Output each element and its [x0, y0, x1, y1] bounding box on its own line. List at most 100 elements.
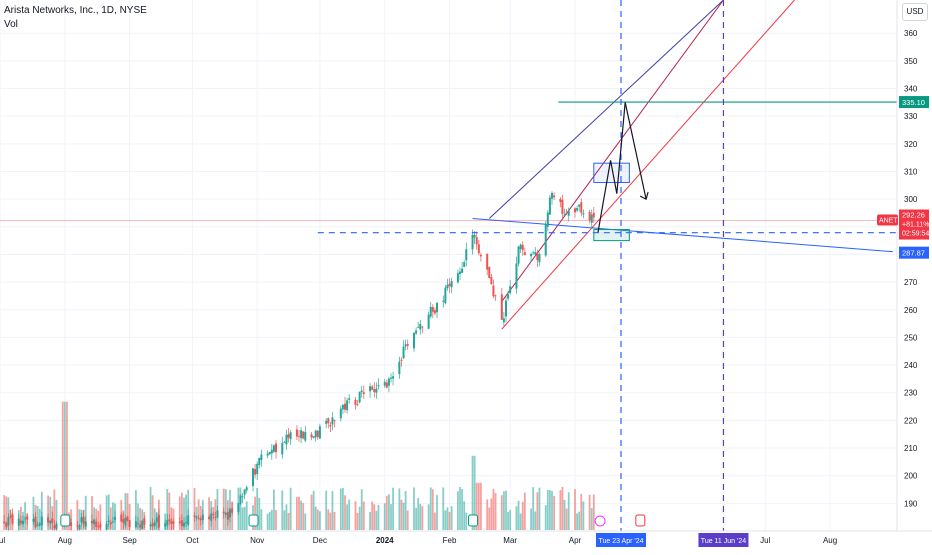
candle	[421, 326, 424, 328]
volume-bar	[369, 512, 371, 530]
volume-bar	[500, 495, 503, 530]
trend-line[interactable]	[472, 217, 893, 253]
volume-bar	[270, 509, 273, 530]
dividend-marker[interactable]	[594, 515, 606, 527]
volume-bar	[289, 487, 292, 530]
candle	[446, 284, 449, 289]
resistance-price-label: 335.10	[902, 98, 925, 107]
volume-bar	[339, 488, 342, 530]
candle	[360, 390, 363, 392]
upcoming-earnings-marker[interactable]	[635, 514, 646, 527]
candle	[22, 520, 24, 525]
volume-bar	[406, 510, 409, 530]
candle	[155, 517, 158, 523]
candle	[582, 213, 585, 215]
candle	[270, 449, 273, 454]
candle	[222, 511, 225, 514]
candle	[325, 420, 328, 424]
candle	[477, 244, 480, 254]
candle	[9, 515, 12, 518]
projection-path[interactable]	[597, 102, 647, 233]
volume-bar	[375, 510, 378, 530]
candle	[84, 521, 87, 527]
volume-bar	[563, 499, 566, 530]
currency-selector[interactable]: USD	[902, 3, 928, 21]
candle	[517, 246, 520, 264]
support-price-label: 287.87	[902, 249, 925, 258]
candle	[534, 252, 537, 255]
volume-bar	[109, 507, 112, 530]
candle	[195, 516, 198, 518]
volume-bar	[492, 489, 495, 530]
candle	[226, 511, 229, 520]
volume-bar	[93, 507, 95, 530]
volume-bar	[523, 492, 526, 530]
candle	[5, 522, 8, 528]
volume-bar	[404, 491, 407, 530]
candle	[201, 514, 204, 520]
candle	[298, 435, 300, 437]
volume-bar	[208, 497, 210, 530]
candle	[254, 469, 257, 475]
volume-bar	[398, 488, 401, 530]
candle	[258, 457, 261, 465]
y-tick-label: 250	[904, 333, 918, 342]
candle	[398, 361, 401, 375]
volume-bar	[588, 494, 591, 530]
candle	[24, 518, 27, 520]
earnings-marker[interactable]	[248, 514, 259, 527]
candle	[465, 249, 468, 261]
x-tick-label: Dec	[313, 536, 327, 545]
volume-bar	[490, 498, 493, 530]
volume-bar	[448, 511, 451, 530]
earnings-marker[interactable]	[60, 514, 71, 527]
trend-line[interactable]	[501, 0, 724, 302]
volume-bar	[390, 504, 392, 530]
candle	[486, 253, 489, 270]
candle	[78, 525, 81, 530]
candle	[592, 212, 595, 218]
arrow-head	[639, 191, 649, 200]
volume-bar	[538, 487, 541, 530]
x-tick-label: Aug	[58, 536, 72, 545]
candle	[431, 307, 434, 312]
last-price-badge	[899, 209, 929, 240]
symbol-title: Arista Networks, Inc., 1D, NYSE	[4, 5, 147, 16]
volume-bar	[465, 512, 468, 530]
candle	[49, 520, 52, 524]
candle	[546, 212, 549, 227]
volume-bar	[314, 506, 317, 530]
candle	[490, 277, 493, 285]
volume-bar	[580, 493, 583, 530]
candle	[208, 516, 211, 520]
candle	[237, 503, 240, 513]
trend-line[interactable]	[488, 0, 724, 219]
volume-bar	[517, 500, 520, 530]
candle	[137, 523, 139, 524]
support-box[interactable]	[593, 229, 630, 242]
y-tick-label: 220	[904, 416, 918, 425]
bar-countdown: 02:59:54	[902, 231, 929, 238]
volume-bar	[135, 490, 137, 530]
candle	[532, 252, 535, 254]
candle	[590, 214, 593, 223]
candle	[375, 388, 378, 393]
trend-line[interactable]	[501, 0, 795, 330]
volume-bar	[78, 509, 81, 530]
volume-bar	[273, 489, 275, 530]
volume-bar	[300, 500, 302, 530]
volume-bar	[193, 488, 196, 530]
candle	[463, 262, 466, 267]
candle	[122, 519, 125, 524]
volume-bar	[61, 401, 64, 530]
x-tick-label: 2024	[376, 536, 394, 545]
volume-bar	[97, 510, 100, 530]
y-tick-label: 240	[904, 361, 918, 370]
x-tick-label: Jul	[0, 536, 5, 545]
volume-bar	[503, 491, 505, 530]
earnings-marker[interactable]	[468, 514, 479, 527]
candle	[166, 520, 169, 526]
volume-bar	[507, 512, 509, 530]
